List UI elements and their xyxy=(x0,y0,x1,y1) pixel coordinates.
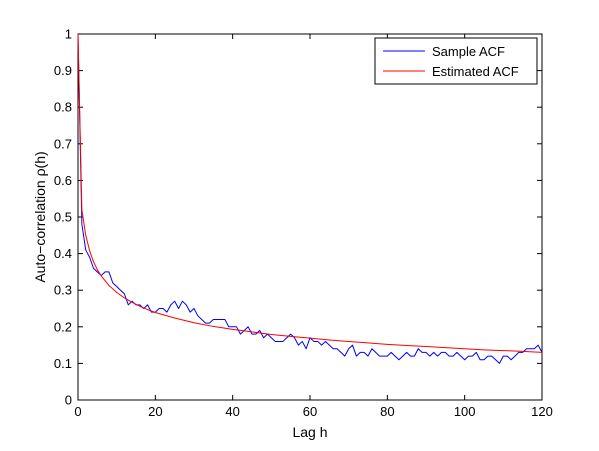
y-tick-label: 0.5 xyxy=(54,210,72,225)
estimated-acf-line xyxy=(77,33,543,353)
y-tick-label: 0.3 xyxy=(54,283,72,298)
x-tick-label: 20 xyxy=(148,404,162,419)
y-tick-label: 0 xyxy=(65,393,72,408)
x-tick-label: 40 xyxy=(225,404,239,419)
x-tick-label: 0 xyxy=(74,404,81,419)
series-layer xyxy=(77,33,543,364)
x-axis-label: Lag h xyxy=(292,424,327,440)
y-tick-label: 0.1 xyxy=(54,356,72,371)
axis-ticks: 0 20 40 60 80 100 120 0 0.1 0.2 0.3 0.4 0.5 0.6 0.7 0.8… xyxy=(54,27,553,420)
legend-label-estimated: Estimated ACF xyxy=(432,64,519,79)
plot-area xyxy=(77,33,543,401)
x-tick-label: 60 xyxy=(303,404,317,419)
legend-label-sample: Sample ACF xyxy=(432,44,505,59)
legend-box xyxy=(374,37,538,85)
x-tick-label: 100 xyxy=(454,404,476,419)
legend: Sample ACF Estimated ACF xyxy=(374,37,538,85)
y-tick-label: 1 xyxy=(65,27,72,42)
x-tick-label: 80 xyxy=(380,404,394,419)
y-tick-label: 0.6 xyxy=(54,173,72,188)
y-tick-label: 0.8 xyxy=(54,100,72,115)
y-tick-label: 0.9 xyxy=(54,63,72,78)
y-tick-label: 0.7 xyxy=(54,136,72,151)
axes-box xyxy=(77,33,543,401)
x-tick-label: 120 xyxy=(531,404,553,419)
y-axis-label: Auto−correlation ρ(h) xyxy=(32,151,48,282)
y-tick-label: 0.4 xyxy=(54,246,72,261)
y-tick-label: 0.2 xyxy=(54,319,72,334)
